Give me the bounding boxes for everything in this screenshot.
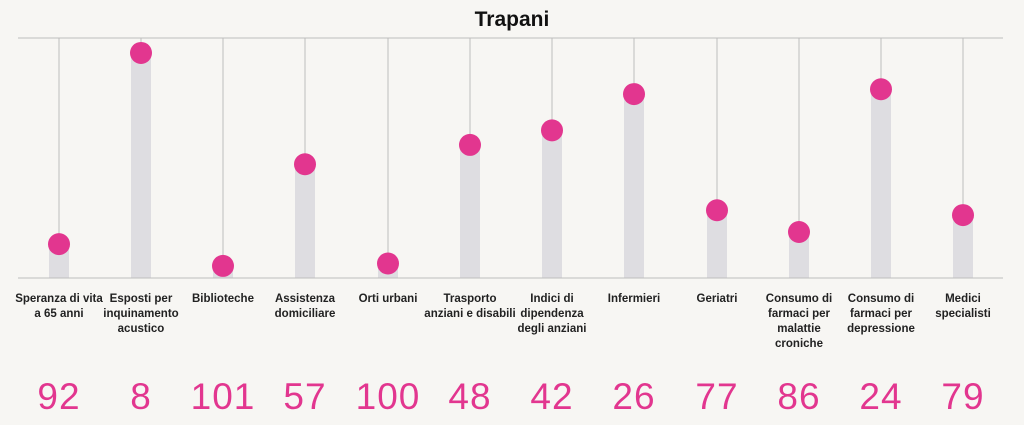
rank-value: 48 bbox=[448, 376, 492, 417]
bar bbox=[624, 94, 644, 278]
rank-value: 86 bbox=[777, 376, 821, 417]
data-point bbox=[952, 204, 974, 227]
data-point bbox=[48, 233, 70, 256]
data-point bbox=[212, 254, 234, 277]
chart-title: Trapani bbox=[474, 8, 550, 31]
rank-value: 92 bbox=[37, 376, 81, 417]
bar bbox=[542, 130, 562, 278]
rank-value: 57 bbox=[283, 376, 327, 417]
x-tick-label: Esposti per inquinamento acustico bbox=[103, 293, 179, 335]
data-point bbox=[541, 119, 563, 142]
rank-value: 79 bbox=[941, 376, 985, 417]
rank-value: 26 bbox=[612, 376, 656, 417]
rank-value: 77 bbox=[695, 376, 739, 417]
data-point bbox=[377, 252, 399, 275]
data-point bbox=[623, 83, 645, 106]
rank-value: 8 bbox=[130, 376, 152, 417]
x-tick-label: Trasporto anziani e disabili bbox=[424, 293, 516, 320]
data-point bbox=[788, 221, 810, 244]
x-tick-label: Infermieri bbox=[607, 293, 661, 305]
bar bbox=[953, 215, 973, 278]
x-tick-label: Geriatri bbox=[696, 293, 738, 305]
data-point bbox=[294, 153, 316, 176]
x-tick-label: Consumo di farmaci per depressione bbox=[847, 293, 915, 335]
bar bbox=[789, 232, 809, 278]
rank-value: 101 bbox=[190, 376, 256, 417]
bar bbox=[871, 89, 891, 279]
rank-value: 42 bbox=[530, 376, 574, 417]
bar bbox=[460, 144, 480, 278]
x-tick-label: Speranza di vita a 65 anni bbox=[15, 293, 103, 320]
x-tick-label: Assistenza domiciliare bbox=[274, 293, 336, 320]
x-tick-label: Consumo di farmaci per malattie croniche bbox=[765, 293, 833, 350]
rank-value: 100 bbox=[355, 376, 421, 417]
data-point bbox=[459, 133, 481, 156]
x-tick-label: Medici specialisti bbox=[935, 293, 991, 320]
x-tick-label: Orti urbani bbox=[358, 293, 418, 305]
x-tick-label: Biblioteche bbox=[192, 293, 254, 305]
rank-value: 24 bbox=[859, 376, 903, 417]
bar bbox=[131, 52, 151, 278]
bar bbox=[707, 210, 727, 278]
data-point bbox=[706, 199, 728, 222]
bar bbox=[295, 164, 315, 278]
data-point bbox=[130, 41, 152, 64]
x-tick-label: Indici di dipendenza degli anziani bbox=[517, 293, 587, 335]
data-point bbox=[870, 78, 892, 101]
